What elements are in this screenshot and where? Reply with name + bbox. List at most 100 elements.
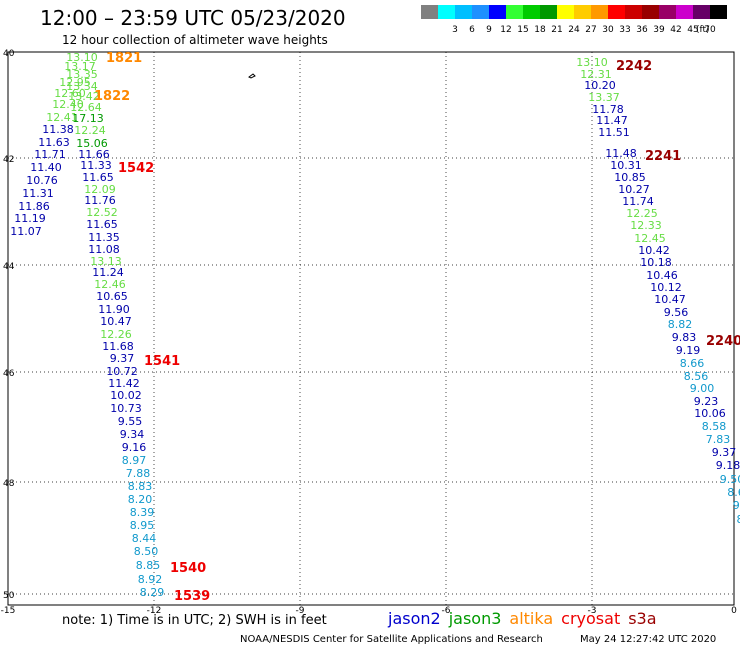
swh-value: 8.92	[138, 573, 163, 586]
lon-label: -3	[588, 606, 597, 615]
note-text: note: 1) Time is in UTC; 2) SWH is in fe…	[62, 613, 327, 628]
swh-value: 8.97	[122, 454, 147, 467]
timestamp: May 24 12:27:42 UTC 2020	[580, 634, 717, 645]
lat-label: 46	[3, 369, 15, 379]
legend-label: 21	[551, 25, 562, 35]
swh-value: 8.56	[684, 370, 709, 383]
swh-value: 12.46	[94, 278, 126, 291]
swh-value: 8.50	[134, 545, 159, 558]
legend-label: 3	[452, 25, 458, 35]
lat-label: 48	[3, 479, 15, 489]
swh-value: 11.78	[592, 103, 624, 116]
swh-value: 8	[737, 513, 740, 526]
legend-unit: (ft)	[696, 25, 710, 35]
swh-value: 9.16	[122, 441, 147, 454]
legend-label: 6	[469, 25, 475, 35]
legend-swatch	[438, 5, 455, 19]
swh-value: 11.47	[596, 114, 628, 127]
swh-value: 10.76	[26, 174, 58, 187]
swh-value: 12.31	[580, 68, 612, 81]
pass-time-label: 1539	[174, 589, 210, 604]
swh-value: 11.31	[22, 187, 54, 200]
swh-value: 12.45	[634, 232, 666, 245]
legend-label: 33	[619, 25, 630, 35]
swh-value: 8.20	[128, 493, 153, 506]
swh-value: 11.51	[598, 126, 630, 139]
swh-value: 12.24	[74, 124, 106, 137]
swh-value: 11.35	[88, 231, 120, 244]
legend-swatch	[557, 5, 574, 19]
swh-value: 12.09	[84, 183, 116, 196]
swh-value: 13.37	[588, 91, 620, 104]
swh-value: 12.52	[86, 206, 118, 219]
swh-value: 13.10	[576, 56, 608, 69]
swh-value: 11.71	[34, 148, 66, 161]
swh-value: 8.95	[130, 519, 155, 532]
swh-value: 11.48	[605, 147, 637, 160]
legend-swatch	[642, 5, 659, 19]
swh-value: 10.73	[110, 402, 142, 415]
map-frame	[7, 51, 735, 606]
island-shape	[248, 73, 256, 79]
swh-value: 8.66	[680, 357, 705, 370]
legend-label: 27	[585, 25, 596, 35]
swh-value: 8.39	[130, 506, 155, 519]
pass-time-label: 2242	[616, 59, 652, 74]
swh-value: 12.64	[70, 101, 102, 114]
swh-value: 11.65	[82, 171, 114, 184]
legend-swatch	[540, 5, 557, 19]
swh-value: 11.66	[78, 148, 110, 161]
swh-value: 9.37	[712, 446, 737, 459]
swh-value: 12.40	[52, 98, 84, 111]
legend-label: 42	[670, 25, 681, 35]
swh-value: 13.17	[64, 60, 96, 73]
lon-label: -6	[442, 606, 451, 615]
swh-value: 10.46	[646, 269, 678, 282]
swh-value: 7.88	[126, 467, 151, 480]
swh-value: 9.55	[118, 415, 143, 428]
swh-value: 10.85	[614, 171, 646, 184]
legend-label: 45	[687, 25, 698, 35]
legend-label: 30	[602, 25, 614, 35]
swh-value: 17.13	[72, 112, 104, 125]
swh-value: 10.72	[106, 365, 138, 378]
swh-value: 12.60	[54, 87, 86, 100]
legend-swatch	[489, 5, 506, 19]
lon-label: 0	[731, 606, 737, 615]
swh-value: 10.27	[618, 183, 650, 196]
swh-value: 10.06	[694, 407, 726, 420]
pass-time-label: 1541	[144, 354, 180, 369]
lat-label: 50	[3, 591, 15, 601]
swh-value: 8.29	[140, 586, 165, 599]
map-title: 12:00 – 23:59 UTC 05/23/2020	[40, 6, 346, 30]
legend-swatch	[455, 5, 472, 19]
swh-value: 11.19	[14, 212, 46, 225]
swh-value: 10.31	[610, 159, 642, 172]
legend-swatch	[693, 5, 710, 19]
legend-label: 12	[500, 25, 511, 35]
swh-value: 12.41	[46, 111, 78, 124]
lon-label: -12	[147, 606, 162, 615]
swh-value: 13.10	[66, 51, 98, 64]
swh-value: 9.18	[716, 459, 740, 472]
legend-label: 36	[636, 25, 648, 35]
lat-label: 42	[3, 155, 14, 165]
swh-value: 11.38	[42, 123, 74, 136]
color-legend: 3 6 9 12 15 18 21 24 27 30 33 36 39 42 45 70(ft)	[421, 5, 727, 35]
legend-label: 9	[486, 25, 492, 35]
swh-value: 11.76	[84, 194, 116, 207]
legend-swatch	[506, 5, 523, 19]
map-subtitle: 12 hour collection of altimeter wave hei…	[62, 33, 328, 47]
swh-value: 15.06	[76, 137, 108, 150]
swh-value: 10.47	[654, 293, 686, 306]
swh-value: 8.44	[132, 532, 157, 545]
satellite-name: cryosat	[561, 609, 621, 628]
swh-value: 13.35	[66, 68, 98, 81]
swh-value: 9.34	[120, 428, 145, 441]
legend-label: 18	[534, 25, 546, 35]
swh-value: 12.25	[626, 207, 658, 220]
pass-time-label: 1821	[106, 51, 142, 66]
legend-swatch	[608, 5, 625, 19]
credit-text: NOAA/NESDIS Center for Satellite Applica…	[240, 634, 543, 645]
swh-value: 8.85	[136, 559, 161, 572]
